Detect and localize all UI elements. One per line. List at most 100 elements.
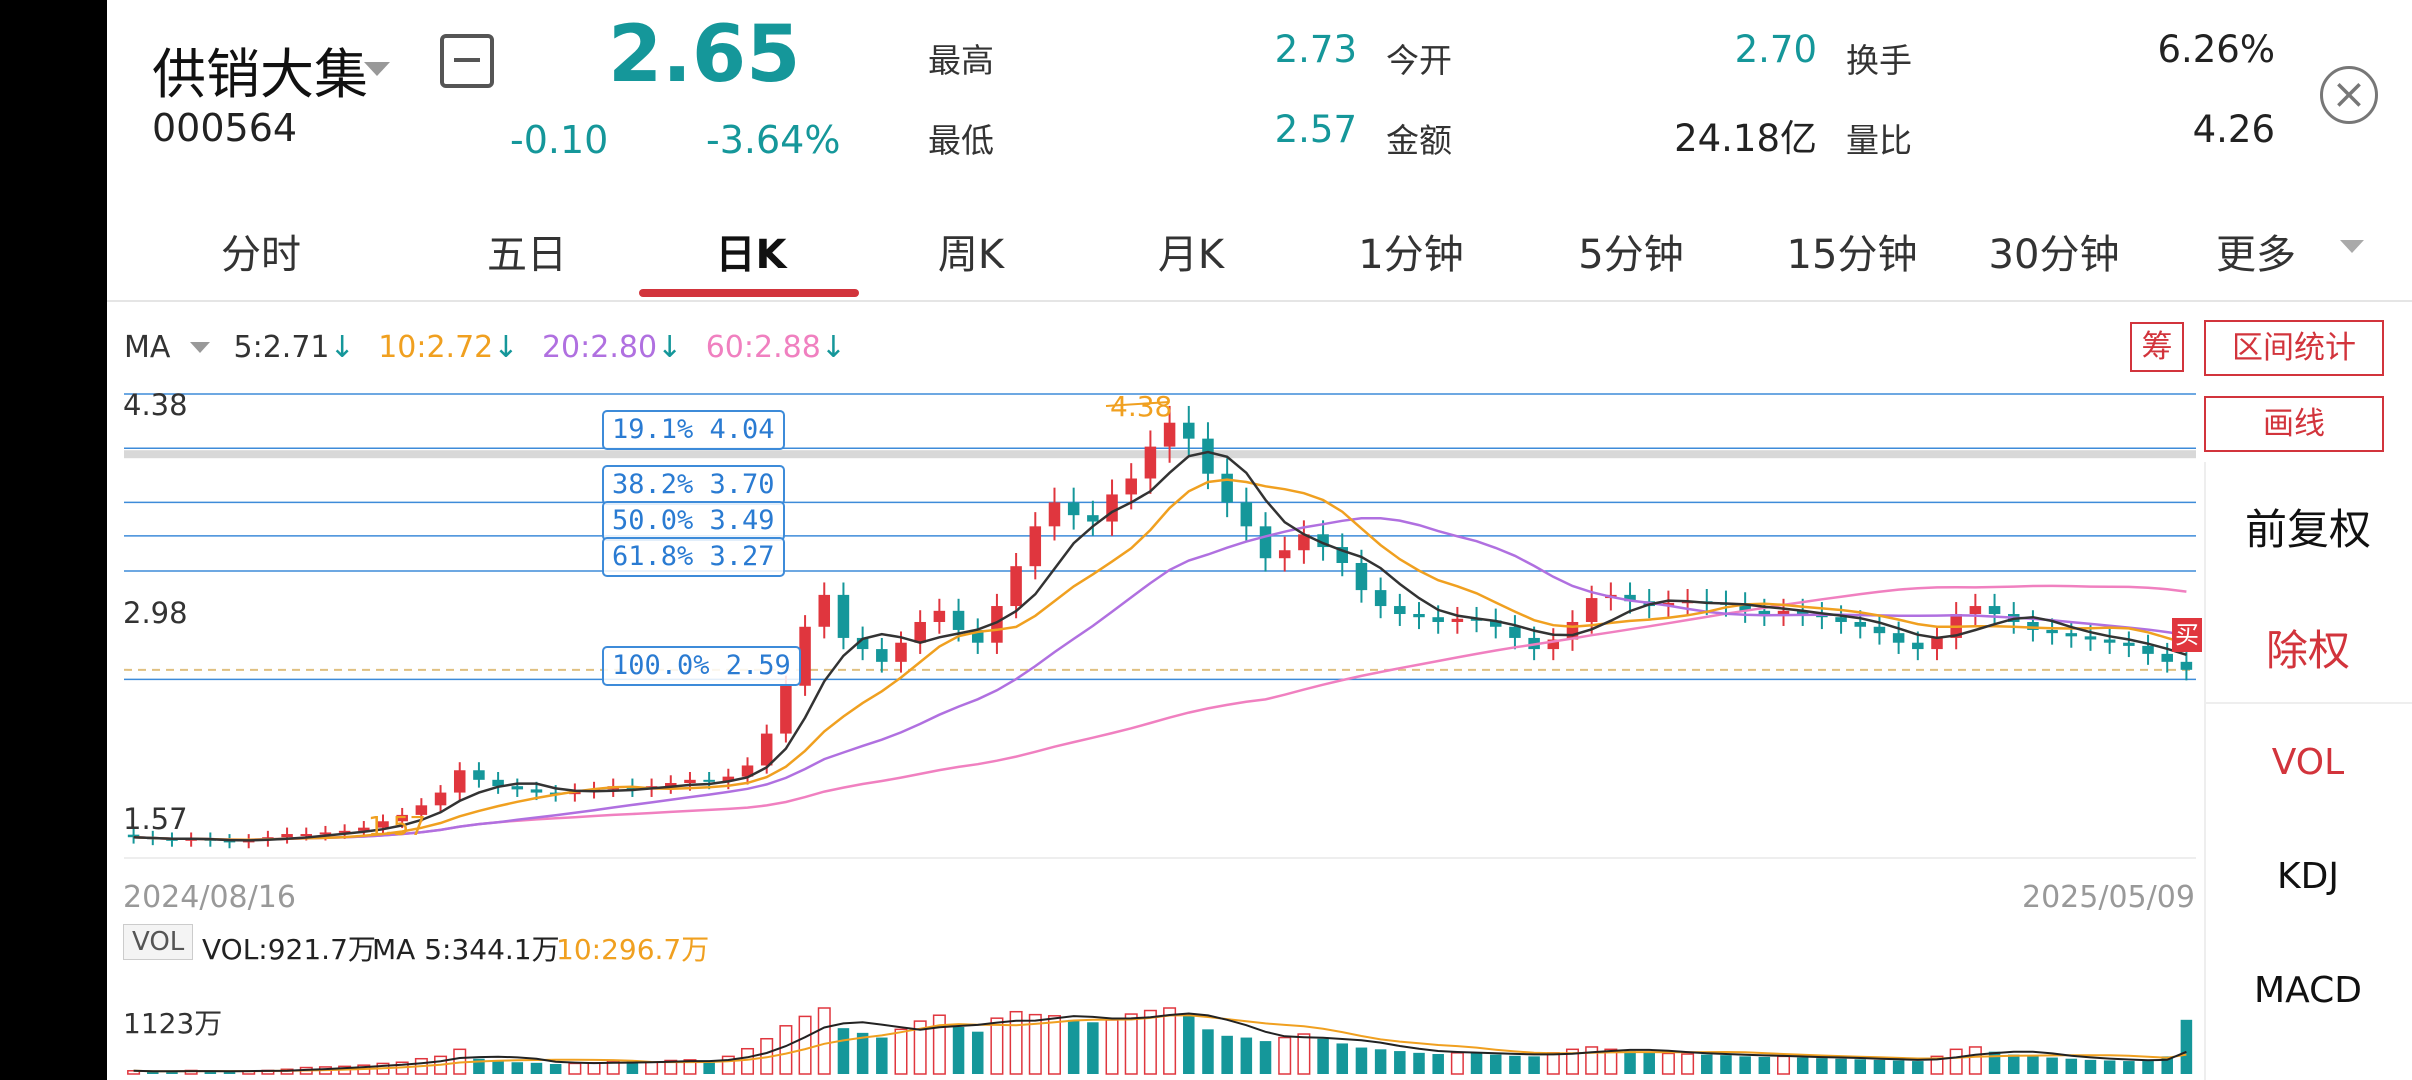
tab-5-minute[interactable]: 5分钟 <box>1578 232 1684 278</box>
candle-body <box>914 621 926 643</box>
volume-bar <box>1009 1010 1023 1075</box>
candle-body <box>319 832 332 835</box>
fib-level-61-8[interactable]: 61.8% 3.27 <box>602 537 785 577</box>
candle-body <box>1720 602 1732 605</box>
volume-bar <box>568 1062 582 1075</box>
candle-body <box>1566 621 1579 640</box>
ma20-line <box>133 516 2187 841</box>
stock-name[interactable]: 供销大集 <box>152 43 368 106</box>
candle-body <box>645 786 658 790</box>
candle-body <box>1758 610 1771 615</box>
volume-bar <box>1739 1056 1751 1074</box>
volume-bar <box>1202 1029 1214 1074</box>
candle-body <box>569 790 581 795</box>
vol-tag[interactable]: VOL <box>123 924 194 960</box>
volume-bar <box>645 1061 659 1075</box>
volume-bar <box>1701 1054 1713 1074</box>
volume-bar <box>2142 1061 2154 1074</box>
collapse-icon[interactable] <box>440 34 494 88</box>
low-label: 最低 <box>928 121 994 160</box>
candle-body <box>300 834 313 837</box>
candle-body <box>991 606 1003 643</box>
tab-five-day[interactable]: 五日 <box>487 232 567 278</box>
end-date-label: 2025/05/09 <box>2022 880 2195 915</box>
volume-bar <box>1105 1019 1119 1075</box>
volume-bar <box>894 1028 908 1075</box>
more-chevron-icon[interactable] <box>2340 240 2364 253</box>
fib-level-38-2[interactable]: 38.2% 3.70 <box>602 465 785 505</box>
amount-label: 金额 <box>1386 121 1452 160</box>
volume-bar <box>1854 1059 1867 1074</box>
volume-bar <box>1278 1036 1292 1075</box>
volume-bar <box>1067 1019 1080 1074</box>
candle-body <box>952 610 965 630</box>
ex-rights-option[interactable]: 除权 <box>2265 626 2350 675</box>
tab-30-minute[interactable]: 30分钟 <box>1988 232 2120 278</box>
kdj-indicator-option[interactable]: KDJ <box>2277 856 2339 897</box>
low-value: 2.57 <box>1274 108 1357 151</box>
volume-bar <box>184 1069 198 1075</box>
range-stats-button[interactable]: 区间统计 <box>2204 320 2384 376</box>
tab-intraday[interactable]: 分时 <box>221 232 301 278</box>
tab-more[interactable]: 更多 <box>2216 232 2296 278</box>
volume-bar <box>587 1062 601 1075</box>
candle-body <box>1605 594 1617 599</box>
candle-body <box>799 626 811 686</box>
candle-body <box>1067 502 1080 516</box>
volume-axis-top: 1123万 <box>123 1007 223 1040</box>
chevron-down-icon[interactable] <box>364 62 390 76</box>
tab-15-minute[interactable]: 15分钟 <box>1786 232 1918 278</box>
volume-bar <box>1336 1043 1349 1074</box>
tab-1-minute[interactable]: 1分钟 <box>1358 232 1464 278</box>
tab-weekly-k[interactable]: 周K <box>937 232 1005 278</box>
ma60-line <box>133 584 2187 841</box>
volume-bar <box>1988 1051 2001 1074</box>
volume-bar <box>280 1068 294 1075</box>
volume-bar <box>1143 1009 1157 1075</box>
volume-ratio-label: 量比 <box>1846 121 1912 160</box>
draw-line-button[interactable]: 画线 <box>2204 396 2384 452</box>
candle-body <box>1394 606 1406 615</box>
volume-ma10-line <box>133 1014 2187 1073</box>
ma-indicator-bar[interactable]: MA 5:2.71↓ 10:2.72↓ 20:2.80↓ 60:2.88↓ <box>124 330 846 365</box>
candle-body <box>1278 550 1291 559</box>
candle-body <box>1125 478 1137 495</box>
candle-body <box>1087 515 1099 522</box>
tab-daily-k[interactable]: 日K <box>715 232 787 278</box>
candle-body <box>1202 438 1214 474</box>
turnover-label: 换手 <box>1846 41 1912 80</box>
tab-monthly-k[interactable]: 月K <box>1157 232 1225 278</box>
fib-level-19-1[interactable]: 19.1% 4.04 <box>602 410 785 450</box>
volume-bar <box>913 1020 927 1075</box>
candle-body <box>242 840 255 843</box>
volume-bar <box>2180 1019 2193 1074</box>
candle-body <box>530 789 543 793</box>
candle-body <box>2084 636 2097 640</box>
candle-body <box>760 733 773 766</box>
fib-level-50-0[interactable]: 50.0% 3.49 <box>602 501 785 541</box>
ma5-down-arrow-icon: ↓ <box>329 330 355 365</box>
vol-indicator-option[interactable]: VOL <box>2271 742 2345 783</box>
fib-level-100[interactable]: 100.0% 2.59 <box>602 646 801 686</box>
volume-bar <box>1585 1046 1599 1075</box>
volume-bar <box>703 1061 715 1074</box>
buy-marker[interactable]: 买 <box>2172 618 2202 652</box>
high-value: 2.73 <box>1274 28 1357 71</box>
candle-body <box>1701 601 1713 604</box>
candle-body <box>1643 601 1655 607</box>
volume-bar <box>1661 1052 1675 1075</box>
ma-dropdown-icon[interactable] <box>189 342 210 353</box>
close-icon[interactable]: × <box>2320 66 2378 124</box>
macd-indicator-option[interactable]: MACD <box>2254 970 2362 1011</box>
chip-distribution-button[interactable]: 筹 <box>2130 322 2184 372</box>
candle-body <box>1931 637 1943 650</box>
volume-bar <box>1028 1013 1042 1075</box>
volume-bar <box>721 1055 735 1075</box>
candle-body <box>1854 621 1867 627</box>
stock-code: 000564 <box>152 106 298 150</box>
volume-bar <box>952 1026 965 1074</box>
forward-adjust-option[interactable]: 前复权 <box>2244 505 2371 554</box>
volume-ratio-value: 4.26 <box>2192 108 2275 151</box>
volume-bar <box>1930 1055 1944 1075</box>
